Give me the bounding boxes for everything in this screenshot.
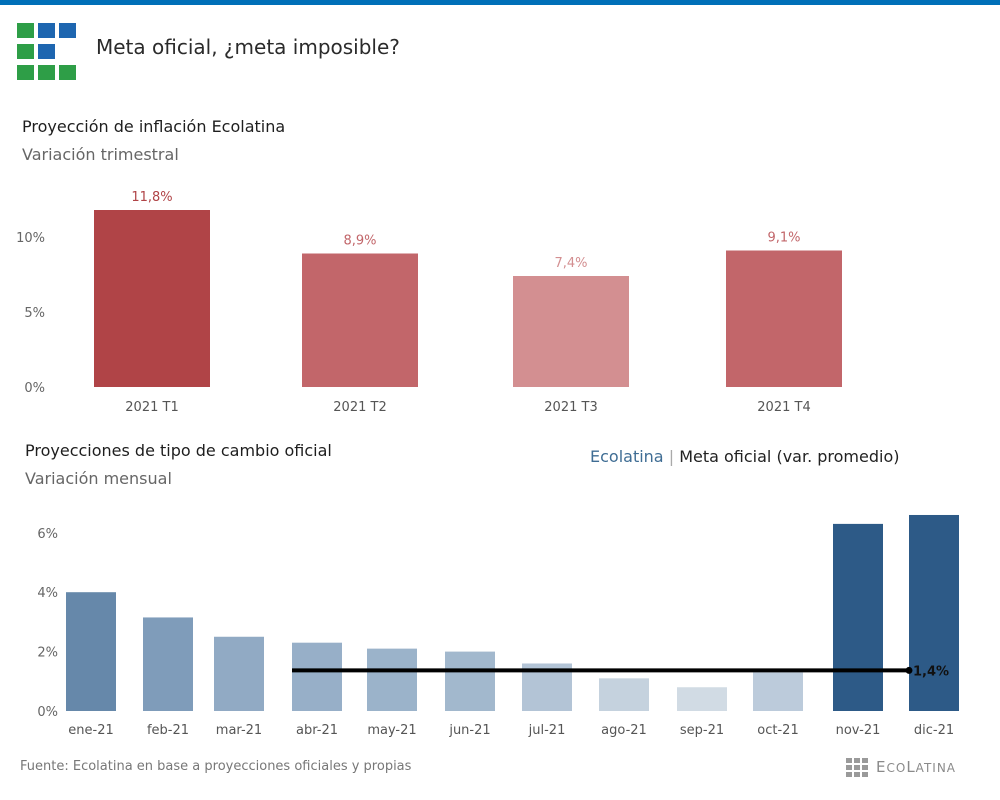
data-label: 8,9%: [343, 234, 376, 249]
data-label: 9,1%: [767, 231, 800, 246]
bar-nov-21: [833, 523, 883, 711]
brand-square: [862, 772, 868, 777]
bar-sep-21: [677, 687, 727, 711]
x-tick-label: oct-21: [757, 723, 798, 738]
x-tick-label: jun-21: [448, 723, 490, 738]
logo-square: [38, 65, 55, 80]
brand-letter-l: L: [906, 758, 916, 776]
meta-oficial-endpoint: [905, 666, 913, 674]
x-tick-label: 2021 T1: [125, 400, 178, 415]
bar-ago-21: [599, 678, 649, 711]
brand-letters-atina: ATINA: [915, 761, 957, 775]
x-tick-label: feb-21: [147, 723, 189, 738]
ecolatina-grid-logo-icon: [17, 23, 77, 83]
x-tick-label: dic-21: [914, 723, 954, 738]
brand-grid-icon: [846, 758, 868, 778]
quarterly-chart-title: Proyección de inflación Ecolatina: [22, 117, 286, 136]
logo-square: [17, 65, 34, 80]
meta-oficial-label: 1,4%: [913, 664, 949, 679]
y-tick-label: 10%: [16, 231, 45, 246]
bar-mar-21: [214, 636, 264, 711]
quarterly-inflation-chart: 0% 5% 10% 11,8% 2021 T1 8,9% 2021 T2 7,4% 2021 T…: [16, 190, 842, 415]
x-tick-label: ago-21: [601, 723, 647, 738]
brand-square: [854, 758, 860, 763]
x-tick-label: may-21: [367, 723, 416, 738]
bar-2021-t1: [94, 210, 210, 387]
brand-square: [862, 758, 868, 763]
bar-jun-21: [445, 651, 495, 711]
bar-2021-t4: [726, 250, 842, 387]
legend-separator: |: [668, 447, 675, 466]
bar-2021-t3: [513, 276, 629, 387]
logo-square: [59, 65, 76, 80]
bar-2021-t2: [302, 253, 418, 387]
logo-square: [59, 44, 76, 59]
y-tick-label: 0%: [24, 381, 45, 396]
top-accent-bar: [0, 0, 1000, 5]
logo-square: [38, 23, 55, 38]
logo-square: [17, 44, 34, 59]
monthly-exchange-rate-chart: 0% 2% 4% 6% ene-21 feb-21 mar-21 abr-21 may-21 ju…: [37, 514, 959, 738]
bar-may-21: [367, 648, 417, 711]
x-tick-label: 2021 T4: [757, 400, 810, 415]
quarterly-chart-subtitle: Variación trimestral: [22, 145, 179, 164]
monthly-chart-subtitle: Variación mensual: [25, 469, 172, 488]
brand-square: [846, 758, 852, 763]
bar-oct-21: [753, 672, 803, 711]
y-tick-label: 6%: [37, 527, 58, 542]
page-title: Meta oficial, ¿meta imposible?: [96, 35, 400, 59]
monthly-chart-title: Proyecciones de tipo de cambio oficial: [25, 441, 332, 460]
brand-square: [862, 765, 868, 770]
legend-ecolatina: Ecolatina: [590, 447, 664, 466]
x-tick-label: nov-21: [836, 723, 881, 738]
x-tick-label: mar-21: [216, 723, 262, 738]
brand-square: [846, 772, 852, 777]
y-tick-label: 2%: [37, 646, 58, 661]
bar-abr-21: [292, 642, 342, 711]
legend-meta-oficial: Meta oficial (var. promedio): [679, 447, 900, 466]
source-note: Fuente: Ecolatina en base a proyecciones…: [20, 759, 412, 774]
logo-square: [17, 23, 34, 38]
bar-dic-21: [909, 514, 959, 711]
brand-square: [854, 772, 860, 777]
x-tick-label: sep-21: [680, 723, 724, 738]
x-tick-label: jul-21: [528, 723, 566, 738]
brand-letter-e: E: [876, 758, 887, 776]
x-tick-label: 2021 T3: [544, 400, 597, 415]
y-tick-label: 4%: [37, 586, 58, 601]
data-label: 11,8%: [131, 190, 172, 205]
brand-square: [854, 765, 860, 770]
y-tick-label: 5%: [24, 306, 45, 321]
monthly-chart-legend: Ecolatina | Meta oficial (var. promedio): [590, 447, 899, 466]
brand-letters-co: CO: [886, 761, 907, 775]
brand-square: [846, 765, 852, 770]
data-label: 7,4%: [554, 256, 587, 271]
x-tick-label: ene-21: [68, 723, 113, 738]
bar-ene-21: [66, 592, 116, 711]
bar-feb-21: [143, 617, 193, 711]
x-tick-label: abr-21: [296, 723, 338, 738]
x-tick-label: 2021 T2: [333, 400, 386, 415]
brand-name: ECOLATINA: [876, 758, 956, 776]
logo-square: [59, 23, 76, 38]
y-tick-label: 0%: [37, 705, 58, 720]
logo-square: [38, 44, 55, 59]
